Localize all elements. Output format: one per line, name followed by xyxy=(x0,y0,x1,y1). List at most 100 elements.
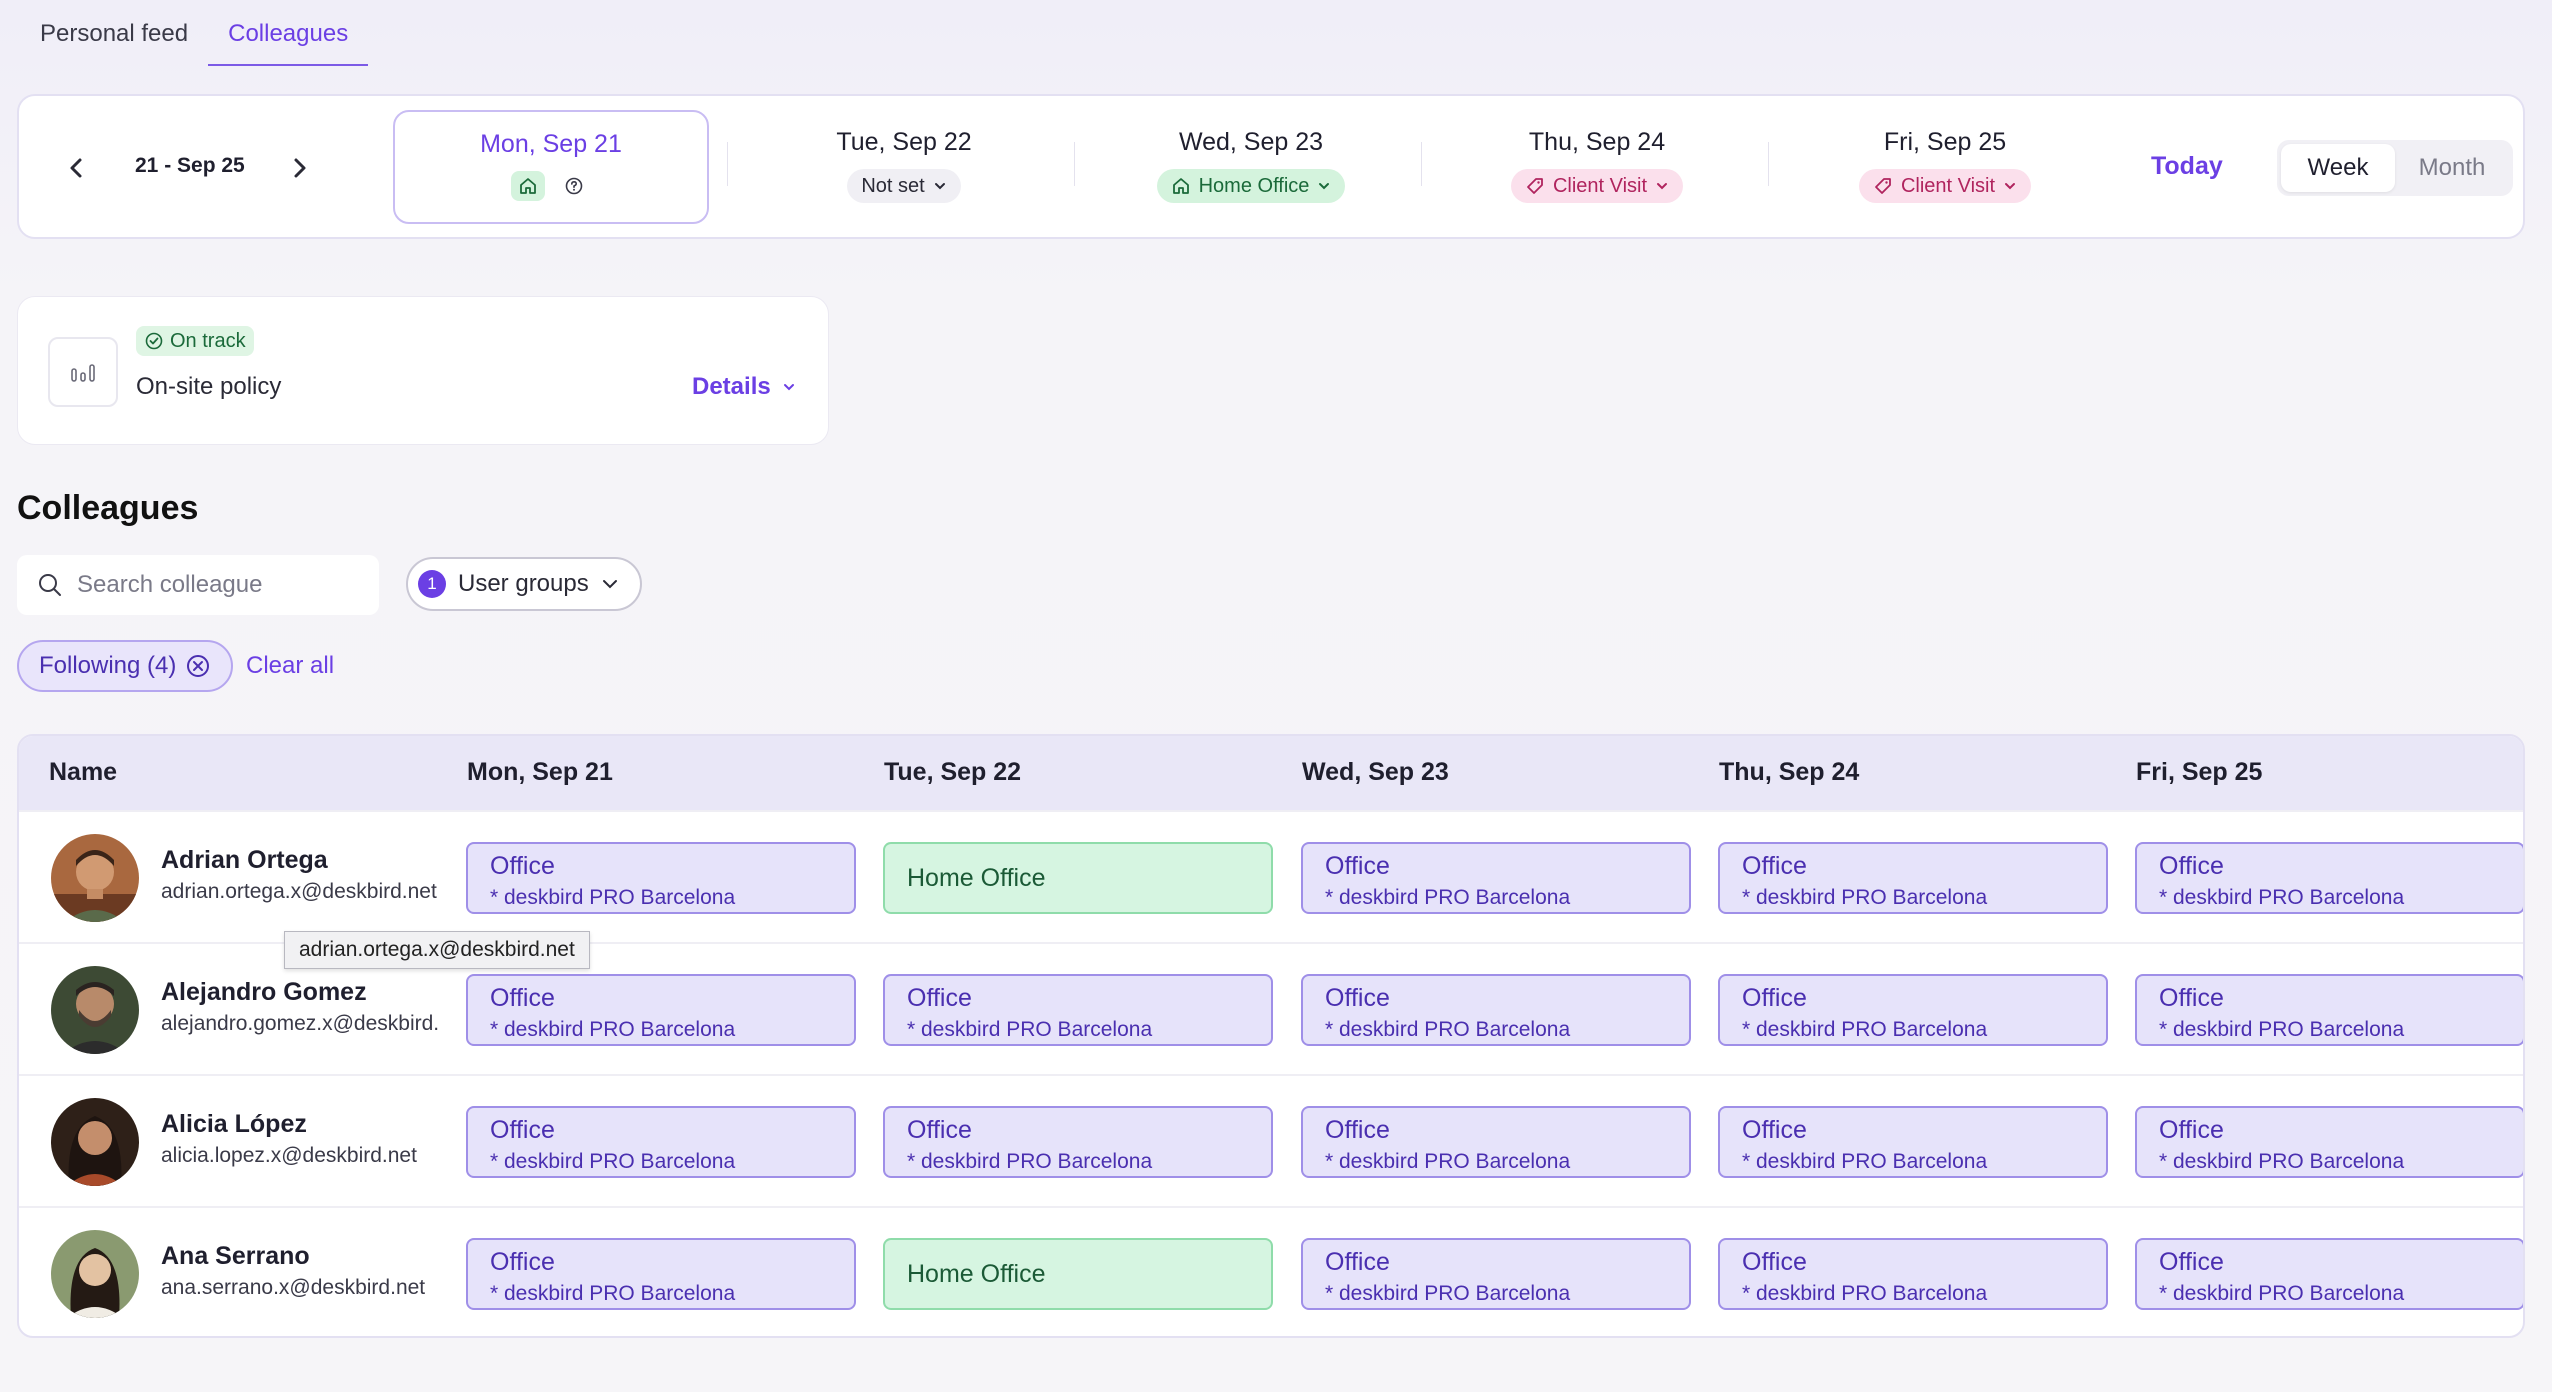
following-filter-chip[interactable]: Following (4) xyxy=(17,640,233,692)
schedule-cell[interactable]: Office * deskbird PRO Barcelona xyxy=(1718,1238,2108,1310)
schedule-cell[interactable]: Office * deskbird PRO Barcelona xyxy=(466,1106,856,1178)
cell-title: Office xyxy=(2159,984,2224,1012)
day-title: Tue, Sep 22 xyxy=(836,128,972,156)
chevron-down-icon xyxy=(602,580,617,589)
details-label: Details xyxy=(692,373,771,400)
schedule-cell[interactable]: Office * deskbird PRO Barcelona xyxy=(466,842,856,914)
header-name: Name xyxy=(49,758,118,786)
user-groups-dropdown[interactable]: 1 User groups xyxy=(406,557,642,611)
schedule-cell[interactable]: Office * deskbird PRO Barcelona xyxy=(1301,974,1691,1046)
cell-title: Office xyxy=(2159,1116,2224,1144)
header-mon: Mon, Sep 21 xyxy=(467,758,613,786)
schedule-cell[interactable]: Office * deskbird PRO Barcelona xyxy=(2135,974,2523,1046)
chevron-down-icon xyxy=(2005,183,2016,190)
day-tue[interactable]: Tue, Sep 22 Not set xyxy=(746,110,1062,224)
person-email: adrian.ortega.x@deskbird.net xyxy=(161,880,437,903)
cell-location: * deskbird PRO Barcelona xyxy=(490,886,736,909)
email-tooltip: adrian.ortega.x@deskbird.net xyxy=(284,931,590,969)
cell-title: Office xyxy=(1742,1116,1807,1144)
cell-title: Office xyxy=(490,1116,555,1144)
status-dropdown[interactable]: Not set xyxy=(847,169,961,203)
cell-location: * deskbird PRO Barcelona xyxy=(2159,1150,2405,1173)
view-week-option[interactable]: Week xyxy=(2281,144,2395,192)
status-help-toggle[interactable] xyxy=(557,171,591,201)
cell-title: Office xyxy=(1325,984,1390,1012)
help-circle-icon xyxy=(565,177,583,195)
schedule-cell[interactable]: Office * deskbird PRO Barcelona xyxy=(2135,1238,2523,1310)
schedule-cell[interactable]: Office * deskbird PRO Barcelona xyxy=(883,974,1273,1046)
table-row[interactable]: Adrian Ortega adrian.ortega.x@deskbird.n… xyxy=(19,810,2523,942)
cell-location: * deskbird PRO Barcelona xyxy=(2159,1018,2405,1041)
today-button[interactable]: Today xyxy=(2151,152,2223,180)
table-header: Name Mon, Sep 21 Tue, Sep 22 Wed, Sep 23… xyxy=(19,736,2523,810)
cell-title: Office xyxy=(1325,1116,1390,1144)
policy-label: On-site policy xyxy=(136,373,282,400)
section-title: Colleagues xyxy=(17,489,199,527)
table-row[interactable]: Alejandro Gomez alejandro.gomez.x@deskbi… xyxy=(19,942,2523,1074)
header-fri: Fri, Sep 25 xyxy=(2136,758,2263,786)
day-mon[interactable]: Mon, Sep 21 xyxy=(393,110,709,224)
day-thu[interactable]: Thu, Sep 24 Client Visit xyxy=(1439,110,1755,224)
cell-title: Office xyxy=(1325,1248,1390,1276)
groups-count-badge: 1 xyxy=(418,570,446,598)
home-office-toggle[interactable] xyxy=(511,171,545,201)
search-input[interactable] xyxy=(77,571,367,599)
day-fri[interactable]: Fri, Sep 25 Client Visit xyxy=(1787,110,2103,224)
schedule-cell[interactable]: Office * deskbird PRO Barcelona xyxy=(883,1106,1273,1178)
status-badge: On track xyxy=(136,326,254,356)
close-circle-icon[interactable] xyxy=(186,654,210,678)
schedule-cell[interactable]: Office * deskbird PRO Barcelona xyxy=(2135,842,2523,914)
day-wed[interactable]: Wed, Sep 23 Home Office xyxy=(1093,110,1409,224)
table-row[interactable]: Ana Serrano ana.serrano.x@deskbird.net O… xyxy=(19,1206,2523,1336)
table-row[interactable]: Alicia López alicia.lopez.x@deskbird.net… xyxy=(19,1074,2523,1206)
details-button[interactable]: Details xyxy=(692,373,797,401)
tag-icon xyxy=(1875,178,1891,194)
cell-title: Office xyxy=(490,984,555,1012)
status-label: Client Visit xyxy=(1552,174,1648,197)
search-field[interactable] xyxy=(17,555,379,615)
day-divider xyxy=(1768,142,1769,186)
cell-location: * deskbird PRO Barcelona xyxy=(907,1150,1153,1173)
schedule-cell[interactable]: Office * deskbird PRO Barcelona xyxy=(1718,1106,2108,1178)
schedule-cell[interactable]: Office * deskbird PRO Barcelona xyxy=(1301,1238,1691,1310)
schedule-cell[interactable]: Office * deskbird PRO Barcelona xyxy=(466,974,856,1046)
status-dropdown[interactable]: Client Visit xyxy=(1858,169,2032,203)
clear-all-link[interactable]: Clear all xyxy=(246,652,335,679)
avatar xyxy=(51,834,139,922)
schedule-cell[interactable]: Office * deskbird PRO Barcelona xyxy=(1301,842,1691,914)
cell-location: * deskbird PRO Barcelona xyxy=(1742,886,1988,909)
schedule-cell[interactable]: Home Office xyxy=(883,842,1273,914)
view-month-option[interactable]: Month xyxy=(2418,154,2486,181)
status-dropdown[interactable]: Home Office xyxy=(1156,169,1346,203)
schedule-cell[interactable]: Office * deskbird PRO Barcelona xyxy=(1718,842,2108,914)
groups-label: User groups xyxy=(458,570,589,597)
tag-icon xyxy=(1527,178,1543,194)
chevron-down-icon xyxy=(783,384,794,391)
person-name: Ana Serrano xyxy=(161,1242,310,1270)
cell-title: Office xyxy=(1325,852,1390,880)
next-week-button[interactable] xyxy=(279,148,319,188)
week-navigator: 21 - Sep 25 Mon, Sep 21 Tue, Sep 22 Not … xyxy=(17,94,2525,239)
tab-colleagues[interactable]: Colleagues xyxy=(208,0,369,66)
status-label: Client Visit xyxy=(1900,174,1996,197)
prev-week-button[interactable] xyxy=(57,148,97,188)
colleagues-table: Name Mon, Sep 21 Tue, Sep 22 Wed, Sep 23… xyxy=(17,734,2525,1338)
header-tue: Tue, Sep 22 xyxy=(884,758,1022,786)
check-circle-icon xyxy=(145,332,163,350)
status-label: Not set xyxy=(861,174,925,197)
schedule-cell[interactable]: Office * deskbird PRO Barcelona xyxy=(2135,1106,2523,1178)
cell-title: Office xyxy=(490,852,555,880)
person-name: Alejandro Gomez xyxy=(161,978,367,1006)
tab-personal-feed[interactable]: Personal feed xyxy=(40,20,189,47)
cell-location: * deskbird PRO Barcelona xyxy=(1325,886,1571,909)
status-dropdown[interactable]: Client Visit xyxy=(1510,169,1684,203)
cell-location: * deskbird PRO Barcelona xyxy=(1325,1018,1571,1041)
schedule-cell[interactable]: Home Office xyxy=(883,1238,1273,1310)
cell-title: Office xyxy=(2159,1248,2224,1276)
bar-chart-icon xyxy=(48,337,118,407)
cell-location: * deskbird PRO Barcelona xyxy=(907,1018,1153,1041)
schedule-cell[interactable]: Office * deskbird PRO Barcelona xyxy=(466,1238,856,1310)
person-email: ana.serrano.x@deskbird.net xyxy=(161,1276,426,1299)
schedule-cell[interactable]: Office * deskbird PRO Barcelona xyxy=(1718,974,2108,1046)
schedule-cell[interactable]: Office * deskbird PRO Barcelona xyxy=(1301,1106,1691,1178)
